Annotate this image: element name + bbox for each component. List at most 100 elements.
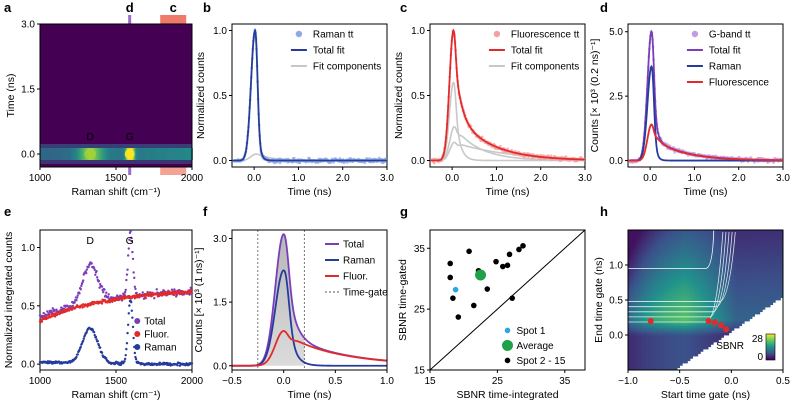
heatmap-cell [721, 316, 724, 320]
data-point [126, 323, 130, 326]
heatmap-cell [628, 232, 631, 236]
heatmap-cell [651, 281, 655, 285]
heatmap-cell [780, 274, 784, 278]
heatmap-cell [646, 265, 650, 268]
heatmap-cell [112, 148, 115, 160]
heatmap-cell [718, 244, 722, 247]
heatmap-cell [635, 244, 639, 247]
heatmap-cell [697, 323, 701, 327]
data-point [447, 260, 454, 267]
heatmap-cell [656, 251, 660, 254]
heatmap-cell [733, 307, 737, 310]
heatmap-cell [661, 237, 665, 240]
heatmap-cell [682, 265, 686, 268]
data-point [123, 290, 127, 294]
heatmap-cell [684, 248, 688, 252]
heatmap-cell [757, 274, 761, 278]
heatmap-cell [697, 297, 701, 301]
heatmap-cell [731, 234, 735, 238]
heatmap-cell [142, 148, 144, 160]
heatmap-cell [640, 288, 644, 292]
heatmap-cell [656, 297, 660, 301]
heatmap-cell [638, 302, 642, 306]
x-tick-label: 2.0 [732, 173, 746, 184]
heatmap-cell [708, 328, 712, 331]
y-axis-label: Time (ns) [5, 74, 17, 118]
heatmap-cell [661, 367, 665, 371]
heatmap-cell [648, 307, 652, 310]
heatmap-cell [690, 323, 693, 327]
heatmap-cell [633, 293, 637, 296]
heatmap-cell [628, 246, 631, 250]
panel-label-d: d [600, 0, 608, 15]
heatmap-cell [713, 239, 717, 243]
heatmap-cell [666, 290, 670, 294]
heatmap-cell [640, 262, 644, 266]
heatmap-cell [780, 283, 784, 287]
heatmap-cell [653, 248, 657, 252]
heatmap-cell [648, 232, 652, 236]
heatmap-cell [640, 290, 644, 294]
heatmap-cell [684, 358, 688, 362]
heatmap-cell [684, 290, 688, 294]
heatmap-cell [746, 267, 750, 271]
heatmap-cell [671, 281, 675, 285]
heatmap-cell [710, 304, 714, 308]
heatmap-cell [695, 318, 699, 322]
heatmap-cell [744, 230, 748, 233]
heatmap-cell [752, 246, 755, 250]
heatmap-cell [762, 304, 766, 308]
heatmap-cell [643, 358, 647, 362]
heatmap-cell [721, 328, 724, 331]
heatmap-cell [682, 356, 686, 359]
heatmap-cell [633, 302, 637, 306]
heatmap-cell [715, 230, 719, 233]
heatmap-cell [762, 230, 766, 233]
x-tick-label: 2.0 [336, 173, 350, 184]
heatmap-cell [770, 286, 774, 289]
heatmap-cell [677, 239, 681, 243]
heatmap-cell [700, 251, 704, 254]
heatmap-cell [656, 281, 660, 285]
heatmap-cell [736, 295, 740, 299]
heatmap-cell [674, 283, 678, 287]
heatmap-cell [679, 302, 683, 306]
heatmap-cell [643, 281, 647, 285]
heatmap-cell [671, 286, 675, 289]
heatmap-cell [718, 335, 722, 338]
heatmap-cell [669, 349, 673, 352]
heatmap-cell [664, 276, 668, 280]
heatmap-cell [671, 279, 675, 282]
heatmap-cell [690, 309, 693, 313]
data-point [134, 357, 138, 361]
heatmap-cell [770, 260, 774, 264]
heatmap-cell [648, 339, 652, 343]
heatmap-cell [695, 351, 699, 355]
heatmap-cell [677, 309, 681, 313]
heatmap-cell [692, 265, 696, 268]
heatmap-cell [697, 346, 701, 350]
heatmap-cell [733, 251, 737, 254]
heatmap-cell [635, 314, 639, 317]
heatmap-cell [661, 269, 665, 273]
heatmap-cell [659, 293, 662, 296]
heatmap-cell [705, 344, 709, 348]
heatmap-cell [633, 265, 637, 268]
heatmap-cell [633, 323, 637, 327]
heatmap-cell [146, 148, 149, 160]
heatmap-cell [659, 325, 662, 329]
heatmap-cell [687, 318, 691, 322]
heatmap-cell [739, 251, 743, 254]
heatmap-cell [736, 230, 740, 233]
heatmap-cell [684, 255, 688, 259]
heatmap-cell [754, 267, 758, 271]
heatmap-cell [705, 272, 709, 275]
heatmap-cell [679, 356, 683, 359]
heatmap-cell [733, 300, 737, 303]
heatmap-cell [754, 253, 758, 257]
heatmap-cell [669, 260, 673, 264]
heatmap-cell [746, 290, 750, 294]
heatmap-cell [723, 283, 727, 287]
heatmap-cell [705, 309, 709, 313]
heatmap-cell [679, 351, 683, 355]
